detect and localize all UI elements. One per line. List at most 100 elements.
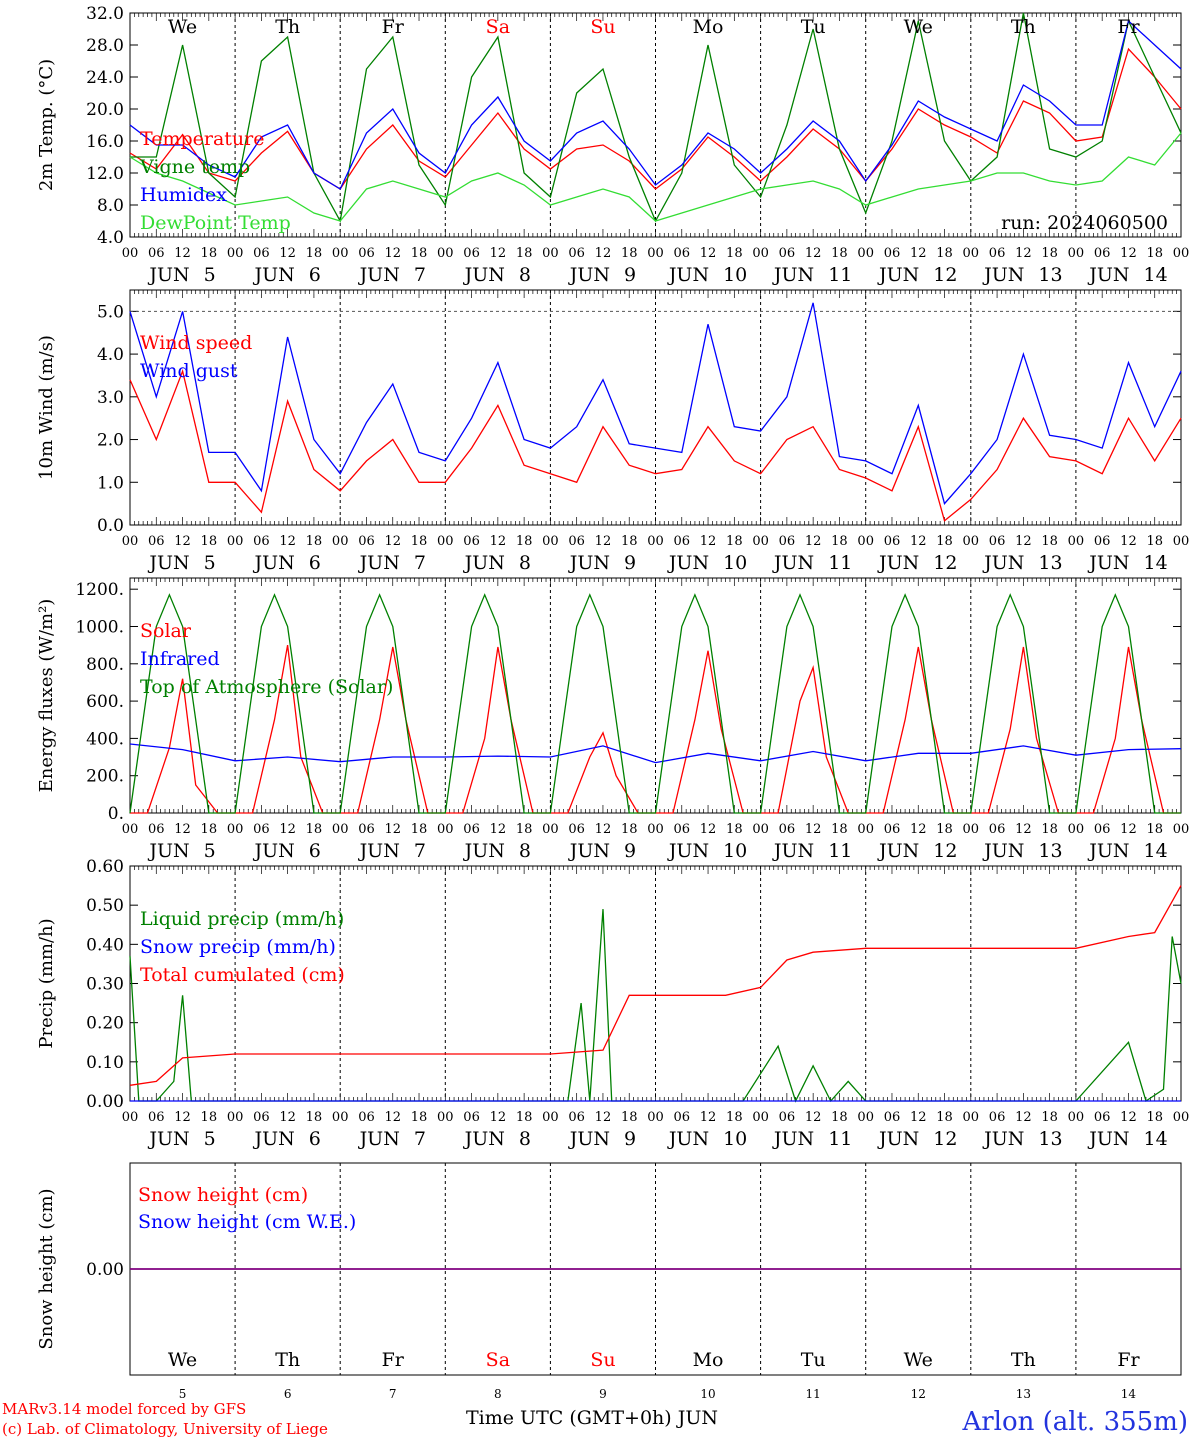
y-tick-label: 12.0 (86, 164, 124, 184)
hour-tick-label: 18 (1146, 822, 1163, 837)
hour-tick-label: 18 (726, 822, 743, 837)
hour-tick-label: 00 (752, 822, 769, 837)
month-label: JUN (772, 552, 814, 574)
month-label: JUN (772, 264, 814, 286)
hour-tick-label: 18 (306, 246, 323, 261)
y-tick-label: 800. (86, 655, 124, 675)
y-tick-label: 600. (86, 692, 124, 712)
y-tick-label: 400. (86, 729, 124, 749)
month-label: JUN (463, 840, 505, 862)
legend-entry: Humidex (140, 184, 227, 206)
date-label: JUN 5 (147, 840, 215, 862)
date-label: JUN 13 (982, 840, 1062, 862)
hour-tick-label: 12 (490, 822, 507, 837)
day-number: 7 (414, 1128, 426, 1150)
day-number: 7 (414, 264, 426, 286)
month-label: JUN (667, 264, 709, 286)
date-label: JUN 11 (772, 840, 852, 862)
y-axis-label: Snow height (cm) (36, 1188, 57, 1349)
date-label: JUN 12 (877, 1128, 957, 1150)
hour-tick-label: 12 (700, 534, 717, 549)
model-credit: MARv3.14 model forced by GFS (2, 1400, 246, 1418)
day-number: 8 (519, 552, 531, 574)
day-number: 11 (828, 552, 852, 574)
day-number: 11 (828, 264, 852, 286)
hour-tick-label: 00 (542, 246, 559, 261)
hour-tick-label: 06 (989, 534, 1006, 549)
weekday-label-bottom: We (168, 1349, 197, 1371)
date-number-bottom: 6 (284, 1387, 292, 1401)
hour-tick-label: 06 (884, 246, 901, 261)
lab-credit: (c) Lab. of Climatology, University of L… (2, 1420, 328, 1438)
hour-tick-label: 12 (700, 822, 717, 837)
day-number: 5 (204, 840, 216, 862)
hour-tick-label: 18 (411, 534, 428, 549)
hour-tick-label: 06 (253, 1110, 270, 1125)
month-label: JUN (772, 840, 814, 862)
hour-tick-label: 00 (227, 822, 244, 837)
hour-tick-label: 12 (1015, 822, 1032, 837)
y-tick-label: 200. (86, 767, 124, 787)
hour-tick-label: 12 (805, 534, 822, 549)
date-label: JUN 11 (772, 552, 852, 574)
weekday-label-bottom: Su (590, 1349, 615, 1371)
hour-tick-label: 00 (963, 246, 980, 261)
hour-tick-label: 06 (568, 534, 585, 549)
hour-tick-label: 00 (437, 534, 454, 549)
hour-tick-label: 06 (358, 1110, 375, 1125)
y-tick-label: 0.0 (97, 516, 124, 536)
weekday-label-top: Fr (1117, 16, 1140, 38)
hour-tick-label: 06 (463, 246, 480, 261)
hour-tick-label: 06 (674, 1110, 691, 1125)
hour-tick-label: 12 (490, 534, 507, 549)
hour-tick-label: 18 (831, 1110, 848, 1125)
date-label: JUN 9 (568, 840, 636, 862)
day-number: 14 (1143, 552, 1167, 574)
hour-tick-label: 12 (174, 822, 191, 837)
legend-entry: DewPoint Temp (140, 212, 291, 234)
month-label: JUN (877, 552, 919, 574)
hour-tick-label: 18 (621, 1110, 638, 1125)
hour-tick-label: 00 (857, 534, 874, 549)
hour-tick-label: 18 (201, 1110, 218, 1125)
hour-tick-label: 12 (490, 246, 507, 261)
hour-tick-label: 00 (227, 246, 244, 261)
hour-tick-label: 00 (1068, 1110, 1085, 1125)
date-number-bottom: 11 (806, 1387, 821, 1401)
y-tick-label: 8.0 (97, 196, 124, 216)
y-tick-label: 1200. (75, 580, 124, 600)
date-label: JUN 5 (147, 264, 215, 286)
hour-tick-label: 12 (700, 246, 717, 261)
month-label: JUN (1087, 264, 1129, 286)
series-line-wind-speed (129, 369, 1182, 522)
weekday-label-top: Mo (693, 16, 724, 38)
y-tick-label: 4.0 (97, 228, 124, 248)
date-label: JUN 12 (877, 264, 957, 286)
day-number: 6 (309, 840, 321, 862)
hour-tick-label: 06 (358, 534, 375, 549)
hour-tick-label: 00 (647, 822, 664, 837)
y-tick-label: 0.50 (86, 896, 124, 916)
y-axis-label: 2m Temp. (°C) (36, 59, 57, 191)
date-label: JUN 11 (772, 264, 852, 286)
hour-tick-label: 12 (805, 246, 822, 261)
month-label: JUN (877, 1128, 919, 1150)
y-tick-label: 5.0 (97, 302, 124, 322)
hour-tick-label: 18 (411, 1110, 428, 1125)
date-label: JUN 14 (1087, 840, 1167, 862)
y-axis-label: Energy fluxes (W/m²) (36, 599, 57, 793)
hour-tick-label: 00 (963, 1110, 980, 1125)
hour-tick-label: 18 (306, 822, 323, 837)
weekday-label-top: We (904, 16, 933, 38)
hour-tick-label: 06 (253, 246, 270, 261)
day-number: 8 (519, 1128, 531, 1150)
hour-tick-label: 00 (647, 1110, 664, 1125)
date-label: JUN 6 (252, 840, 320, 862)
hour-tick-label: 00 (542, 1110, 559, 1125)
date-label: JUN 7 (358, 264, 426, 286)
month-label: JUN (147, 552, 189, 574)
day-number: 10 (723, 840, 747, 862)
legend-entry: Temperature (140, 128, 264, 150)
weekday-label-top: Fr (382, 16, 405, 38)
hour-tick-label: 18 (1041, 1110, 1058, 1125)
